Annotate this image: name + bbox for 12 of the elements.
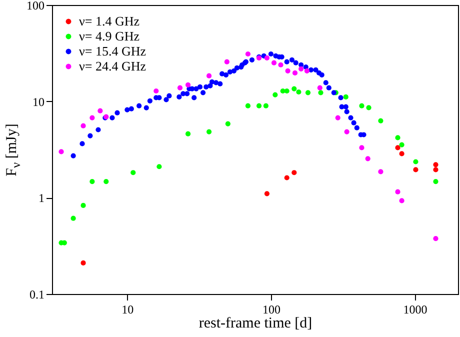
legend-label: ν= 1.4 GHz xyxy=(79,14,140,28)
legend-label: ν= 15.4 GHz xyxy=(79,44,146,58)
y-tick-label: 1 xyxy=(38,191,44,206)
x-axis-title: rest-frame time [d] xyxy=(198,316,312,332)
legend-label: ν= 4.9 GHz xyxy=(79,28,140,44)
y-tick-label: 100 xyxy=(26,0,44,12)
x-tick-label: 100 xyxy=(262,302,280,316)
legend-label: ν= 24.4 GHz xyxy=(79,58,146,74)
x-tick-label: 10 xyxy=(122,302,134,316)
y-tick-label: 0.1 xyxy=(30,288,44,302)
x-tick-label: 1000 xyxy=(403,302,428,316)
y-tick-label: 10 xyxy=(32,94,44,109)
